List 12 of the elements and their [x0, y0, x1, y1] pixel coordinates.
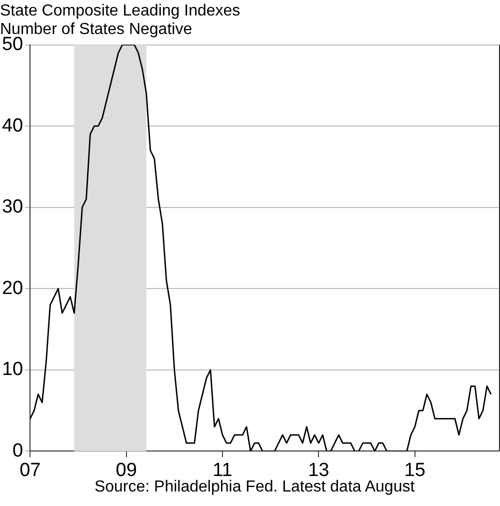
x-tick-label: 13: [308, 460, 330, 481]
x-tick-label: 09: [116, 460, 137, 481]
y-tick-label: 40: [2, 115, 24, 136]
y-tick-label: 30: [2, 196, 24, 218]
x-tick-label: 07: [20, 460, 41, 481]
x-tick-label: 15: [404, 460, 426, 481]
source-note: Source: Philadelphia Fed. Latest data August: [94, 478, 416, 496]
y-tick-label: 10: [2, 359, 24, 380]
x-tick-label: 11: [212, 460, 232, 481]
y-tick-label: 20: [2, 278, 24, 299]
y-tick-label: 0: [12, 440, 24, 462]
y-tick-label: 50: [2, 34, 24, 56]
